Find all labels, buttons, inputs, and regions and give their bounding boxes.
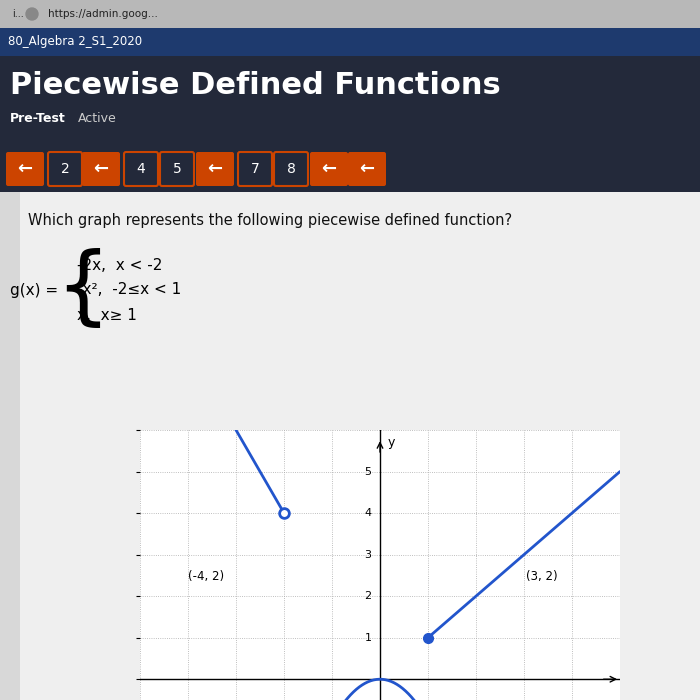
Text: 2: 2 xyxy=(364,592,372,601)
Text: 80_Algebra 2_S1_2020: 80_Algebra 2_S1_2020 xyxy=(8,36,142,48)
Text: 3: 3 xyxy=(365,550,372,559)
Text: y: y xyxy=(387,436,395,449)
Text: 5: 5 xyxy=(173,162,181,176)
FancyBboxPatch shape xyxy=(0,56,700,146)
FancyBboxPatch shape xyxy=(48,152,82,186)
Text: Piecewise Defined Functions: Piecewise Defined Functions xyxy=(10,71,500,101)
FancyBboxPatch shape xyxy=(0,192,20,700)
FancyBboxPatch shape xyxy=(274,152,308,186)
Text: -x²,  -2≤x < 1: -x², -2≤x < 1 xyxy=(77,283,181,298)
Text: g(x) =: g(x) = xyxy=(10,283,58,298)
Circle shape xyxy=(26,8,38,20)
FancyBboxPatch shape xyxy=(238,152,272,186)
Text: 4: 4 xyxy=(136,162,146,176)
Text: 1: 1 xyxy=(365,633,372,643)
FancyBboxPatch shape xyxy=(348,152,386,186)
Text: ←: ← xyxy=(359,160,375,178)
Text: ←: ← xyxy=(18,160,33,178)
FancyBboxPatch shape xyxy=(124,152,158,186)
FancyBboxPatch shape xyxy=(310,152,348,186)
FancyBboxPatch shape xyxy=(0,146,700,192)
Text: (-4, 2): (-4, 2) xyxy=(188,570,224,582)
Text: ←: ← xyxy=(321,160,337,178)
FancyBboxPatch shape xyxy=(0,0,700,28)
Text: (3, 2): (3, 2) xyxy=(526,570,558,582)
FancyBboxPatch shape xyxy=(0,192,700,700)
Text: i...: i... xyxy=(12,9,24,19)
FancyBboxPatch shape xyxy=(82,152,120,186)
Text: Active: Active xyxy=(78,113,117,125)
FancyBboxPatch shape xyxy=(196,152,234,186)
Text: 4: 4 xyxy=(364,508,372,518)
Text: ←: ← xyxy=(93,160,108,178)
FancyBboxPatch shape xyxy=(160,152,194,186)
Text: -2x,  x < -2: -2x, x < -2 xyxy=(77,258,162,272)
Text: https://admin.goog...: https://admin.goog... xyxy=(48,9,158,19)
Text: x,  x≥ 1: x, x≥ 1 xyxy=(77,307,137,323)
Text: Pre-Test: Pre-Test xyxy=(10,113,66,125)
Text: Which graph represents the following piecewise defined function?: Which graph represents the following pie… xyxy=(28,213,512,228)
Text: 8: 8 xyxy=(286,162,295,176)
Text: 7: 7 xyxy=(251,162,260,176)
Text: ←: ← xyxy=(207,160,223,178)
Text: {: { xyxy=(55,248,110,332)
Text: 2: 2 xyxy=(61,162,69,176)
Text: 5: 5 xyxy=(365,466,372,477)
FancyBboxPatch shape xyxy=(6,152,44,186)
FancyBboxPatch shape xyxy=(0,28,700,56)
